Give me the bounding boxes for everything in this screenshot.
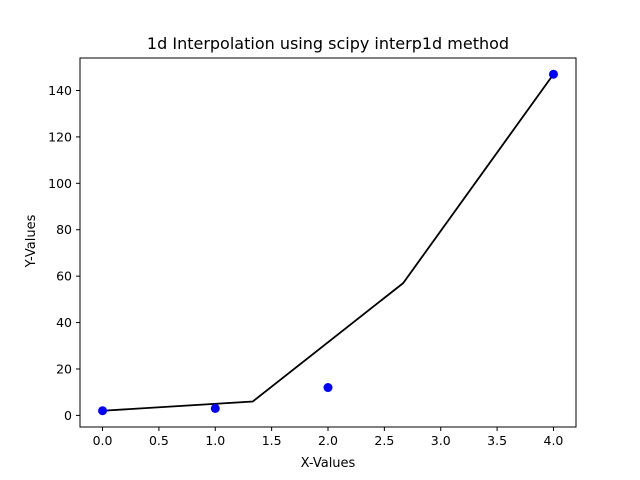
data-point <box>548 69 558 79</box>
y-tick-label: 20 <box>56 361 72 376</box>
data-point <box>98 406 108 416</box>
y-axis-label: Y-Values <box>24 214 39 268</box>
y-tick-label: 60 <box>56 269 72 284</box>
y-tick-label: 140 <box>48 83 72 98</box>
y-tick-label: 80 <box>56 222 72 237</box>
x-tick-label: 3.5 <box>487 433 507 448</box>
y-axis: 0 20 40 60 80 100 120 140 <box>48 83 80 423</box>
x-axis-label: X-Values <box>301 456 356 471</box>
x-tick-label: 1.5 <box>262 433 282 448</box>
data-point <box>210 403 220 413</box>
x-tick-label: 0.5 <box>149 433 169 448</box>
x-tick-label: 0.0 <box>93 433 113 448</box>
y-tick-label: 40 <box>56 315 72 330</box>
y-tick-label: 0 <box>64 408 72 423</box>
x-tick-label: 2.5 <box>374 433 394 448</box>
x-axis: 0.0 0.5 1.0 1.5 2.0 2.5 3.0 3.5 4.0 <box>93 427 564 448</box>
x-tick-label: 1.0 <box>205 433 225 448</box>
x-tick-label: 4.0 <box>544 433 564 448</box>
plot-area <box>98 69 558 416</box>
y-tick-label: 100 <box>48 176 72 191</box>
y-tick-label: 120 <box>48 129 72 144</box>
chart-title: 1d Interpolation using scipy interp1d me… <box>147 34 509 53</box>
x-tick-label: 3.0 <box>431 433 451 448</box>
axes-frame <box>79 57 577 428</box>
interpolation-line <box>102 73 555 412</box>
data-point <box>323 383 333 393</box>
x-tick-label: 2.0 <box>318 433 338 448</box>
